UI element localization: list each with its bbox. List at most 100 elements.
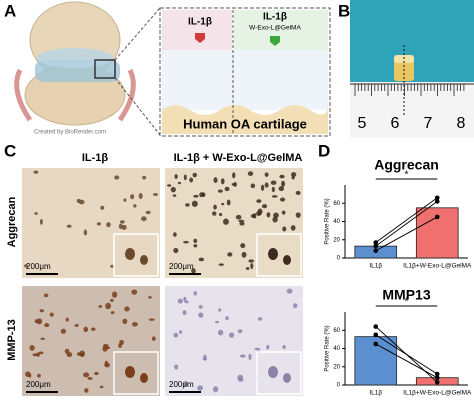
- panel-label: A: [4, 1, 16, 20]
- cartilage-schematic: [159, 7, 331, 137]
- point: [434, 195, 440, 201]
- cell: [39, 309, 44, 313]
- cell: [183, 174, 187, 181]
- cell: [292, 303, 298, 309]
- cell: [235, 214, 242, 220]
- cell: [172, 194, 177, 197]
- inset-cell: [125, 366, 135, 378]
- point: [434, 379, 440, 385]
- scale-bar-label: 200μm: [169, 380, 194, 389]
- cell: [119, 339, 124, 346]
- cell: [197, 385, 203, 391]
- y-axis-label: Positive Rate (%): [325, 198, 331, 244]
- cell: [233, 182, 237, 187]
- cell: [119, 220, 125, 224]
- y-tick-label: 20: [333, 237, 340, 243]
- cell: [198, 257, 205, 262]
- cell: [271, 195, 278, 198]
- cell: [76, 198, 81, 203]
- cell: [286, 288, 293, 294]
- treatment-sublabel: W-Exo-L@GelMA: [249, 25, 301, 32]
- cell: [250, 263, 254, 270]
- cell: [79, 350, 85, 357]
- cell: [228, 332, 235, 338]
- cell: [218, 263, 224, 266]
- y-tick-label: 40: [333, 219, 340, 225]
- point: [434, 199, 440, 204]
- cell: [192, 172, 197, 178]
- cell: [66, 224, 72, 228]
- cell: [239, 354, 246, 358]
- cell: [174, 364, 179, 370]
- row-header: Aggrecan: [6, 196, 18, 247]
- y-tick-label: 60: [333, 201, 340, 207]
- knee-illustration: [14, 1, 161, 136]
- cell: [282, 344, 286, 350]
- cell: [44, 323, 50, 328]
- cell: [282, 226, 287, 232]
- cell: [104, 360, 109, 367]
- cell: [250, 214, 256, 218]
- scale-bar-label: 200μm: [26, 380, 51, 389]
- decor: [22, 83, 474, 396]
- cell: [173, 247, 179, 254]
- column-header: IL-1β: [82, 152, 109, 164]
- cell: [33, 170, 39, 174]
- inset-cell: [268, 248, 278, 260]
- cell: [173, 332, 179, 338]
- point: [373, 248, 379, 253]
- cell: [121, 224, 127, 230]
- cell: [261, 204, 268, 209]
- y-axis-label: Positive Rate (%): [325, 325, 331, 371]
- cell: [193, 194, 199, 198]
- cell: [260, 184, 265, 191]
- cell: [183, 240, 189, 244]
- cell: [199, 192, 205, 198]
- cell: [198, 305, 203, 309]
- point: [434, 371, 440, 377]
- cell: [264, 172, 269, 177]
- cell: [167, 184, 172, 187]
- panel-label: B: [338, 1, 350, 20]
- credit: Created by BioRender.com: [34, 130, 106, 136]
- inset: [113, 233, 159, 277]
- cell: [257, 208, 263, 215]
- cell: [254, 347, 261, 351]
- cell: [43, 293, 49, 298]
- cell: [100, 205, 105, 210]
- cell: [142, 175, 147, 180]
- scale-bar-label: 200μm: [26, 262, 51, 271]
- inset-cell: [125, 248, 135, 260]
- paired-line: [375, 201, 438, 247]
- point: [373, 341, 379, 347]
- cell: [141, 216, 147, 222]
- panel-label: C: [4, 141, 16, 160]
- column-header: IL-1β + W-Exo-L@GelMA: [174, 152, 303, 164]
- cell: [83, 372, 90, 378]
- cell: [148, 296, 152, 299]
- treatment-label: IL-1β: [263, 12, 287, 23]
- cell: [98, 305, 103, 308]
- cell: [221, 202, 225, 206]
- cell: [74, 323, 79, 327]
- cell: [213, 204, 217, 210]
- row-header: MMP-13: [6, 319, 18, 361]
- cell: [271, 186, 275, 193]
- cell: [189, 177, 194, 183]
- scale-bar-label: 200μm: [169, 262, 194, 271]
- cell: [291, 172, 297, 177]
- inset: [256, 351, 302, 395]
- cell: [245, 266, 250, 270]
- treatment-label: IL-1β: [188, 17, 212, 28]
- inset-cell: [283, 373, 291, 383]
- cell: [231, 183, 235, 186]
- cell: [37, 373, 41, 378]
- cell: [87, 376, 93, 380]
- cell: [225, 316, 229, 321]
- cell: [211, 211, 217, 216]
- cell: [77, 352, 81, 356]
- cell: [278, 186, 285, 192]
- cell: [248, 259, 255, 263]
- cell: [170, 186, 176, 193]
- cell: [290, 225, 296, 231]
